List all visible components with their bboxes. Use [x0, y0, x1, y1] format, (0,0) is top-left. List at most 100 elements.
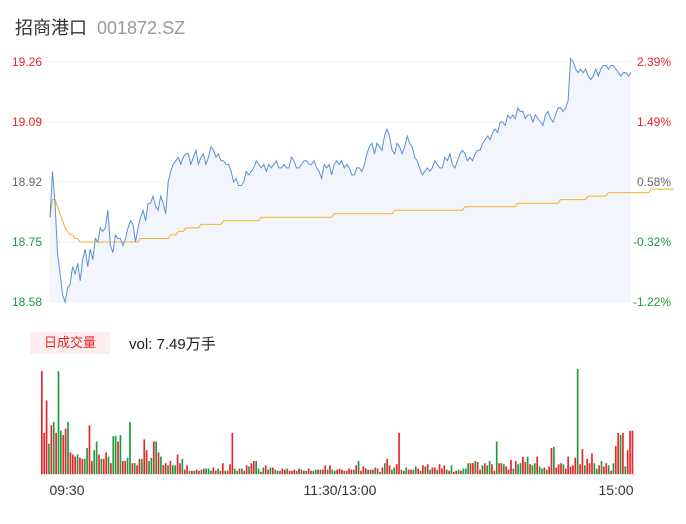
volume-bar [326, 469, 329, 474]
volume-bar [567, 456, 569, 474]
volume-bar [150, 457, 153, 474]
volume-bar [71, 454, 74, 474]
volume-bar [74, 456, 77, 474]
volume-bar [252, 461, 255, 474]
volume-bar [586, 458, 589, 474]
volume-bar [324, 465, 327, 474]
price-tick: 19.09 [12, 115, 42, 129]
volume-bar [255, 461, 258, 474]
volume-bar [76, 454, 79, 474]
volume-bar [553, 446, 555, 474]
volume-bar [119, 435, 122, 474]
volume-bar [488, 461, 491, 474]
volume-bar [426, 464, 429, 474]
volume-bar [412, 469, 415, 474]
volume-bar [510, 459, 512, 474]
volume-bar [160, 456, 162, 474]
volume-bar [507, 469, 510, 474]
volume-bar [402, 470, 405, 474]
volume-bar [193, 470, 196, 474]
volume-bar [198, 470, 200, 474]
volume-bar [279, 470, 281, 474]
volume-bar [595, 468, 598, 474]
price-tick: 19.26 [12, 55, 42, 69]
volume-bar [576, 369, 579, 474]
volume-bar [219, 470, 222, 474]
volume-bar [441, 468, 443, 474]
volume-bar [348, 468, 350, 474]
volume-bar [64, 428, 67, 474]
price-tick: 18.92 [12, 175, 42, 189]
volume-bar [583, 465, 586, 474]
stock-name: 招商港口 [15, 18, 87, 38]
volume-bar [410, 469, 412, 474]
volume-bar [188, 470, 191, 474]
volume-bar [531, 465, 534, 474]
volume-bar [250, 463, 253, 474]
stock-title: 招商港口 001872.SZ [15, 14, 185, 40]
volume-bar [288, 470, 291, 474]
volume-bar [341, 469, 343, 474]
volume-bar [464, 468, 467, 474]
volume-bar [429, 469, 431, 474]
volume-bar [148, 461, 150, 474]
volume-bar [231, 432, 234, 474]
volume-bar [495, 441, 498, 474]
volume-bar [243, 470, 246, 474]
volume-bar [536, 456, 539, 474]
volume-bar [505, 466, 508, 474]
volume-bar [136, 465, 138, 474]
volume-bar [83, 458, 86, 474]
volume-bar [312, 470, 315, 474]
volume-bar [519, 463, 522, 474]
volume-bar [152, 441, 155, 474]
volume-bar [467, 463, 469, 474]
volume-bar [174, 465, 177, 474]
percent-tick: 1.49% [637, 115, 671, 129]
volume-bar [445, 469, 448, 474]
volume-bar [129, 422, 131, 474]
volume-bar [555, 467, 558, 474]
volume-bar [543, 467, 546, 474]
volume-bar [400, 469, 403, 474]
volume-bar [276, 470, 279, 474]
volume-bar [395, 464, 398, 474]
time-tick-open: 09:30 [49, 482, 84, 498]
volume-bar [110, 463, 112, 474]
volume-bar [493, 470, 496, 474]
volume-value: vol: 7.49万手 [129, 336, 216, 353]
percent-tick: -1.22% [633, 295, 671, 309]
volume-bar [424, 466, 427, 474]
volume-bar [93, 450, 96, 474]
volume-bar [603, 466, 605, 474]
volume-bar [372, 469, 374, 474]
volume-bar [600, 461, 603, 474]
volume-bar [295, 470, 298, 474]
volume-bar [486, 465, 489, 474]
percent-tick: 0.58% [637, 175, 671, 189]
volume-bar [545, 469, 548, 474]
volume-bar [43, 432, 46, 474]
intraday-price-chart: 19.26 19.09 18.92 18.75 18.58 2.39% 1.49… [12, 55, 674, 309]
volume-bar [569, 466, 572, 474]
daily-volume-tab[interactable]: 日成交量 [30, 332, 110, 354]
volume-bar [191, 470, 193, 474]
percent-tick: -0.32% [633, 235, 671, 249]
volume-bar [581, 449, 584, 474]
volume-bar [338, 468, 341, 474]
volume-bar [417, 468, 419, 474]
volume-bar [131, 463, 134, 474]
volume-bar [619, 435, 622, 474]
volume-bar [598, 465, 600, 474]
volume-bar [352, 469, 355, 474]
volume-bar [100, 458, 103, 474]
volume-bar [560, 463, 562, 474]
time-tick-midday: 11:30/13:00 [304, 482, 377, 498]
volume-bar [614, 445, 617, 474]
volume-bar [362, 466, 365, 474]
price-tick: 18.75 [12, 235, 42, 249]
volume-bar [469, 463, 472, 474]
volume-bar [481, 465, 484, 474]
volume-bar [138, 458, 141, 474]
volume-bar [367, 469, 369, 474]
